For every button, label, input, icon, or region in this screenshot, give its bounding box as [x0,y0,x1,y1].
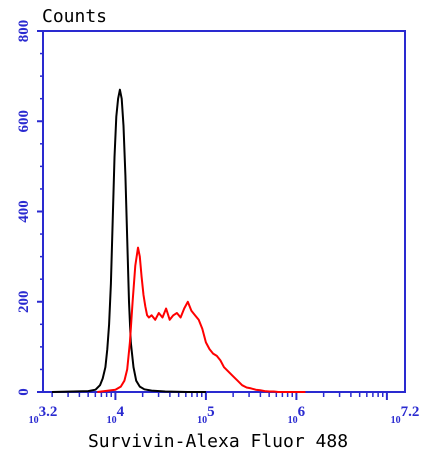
x-tick-label: 106 [288,404,306,426]
x-tick-label: 107.2 [391,404,420,426]
y-tick-label: 0 [16,388,32,396]
x-tick-label: 103.2 [29,404,58,426]
y-tick-label: 600 [16,110,32,133]
y-tick-label: 800 [16,20,32,43]
series-layer [51,88,306,393]
x-axis-label: Survivin-Alexa Fluor 488 [88,431,348,452]
y-tick-label: 200 [16,291,32,314]
x-axis-ticks: 103.2 104 105 106 107.2 [29,392,420,426]
series-line-black [51,88,206,393]
y-tick-label: 400 [16,200,32,223]
x-tick-label: 105 [197,404,215,426]
x-tick-label: 104 [107,404,125,426]
plot-frame [42,30,406,393]
y-axis-label: Counts [42,6,107,27]
y-axis-ticks: 0 200 400 600 800 [16,20,43,396]
series-line-red [97,246,306,393]
